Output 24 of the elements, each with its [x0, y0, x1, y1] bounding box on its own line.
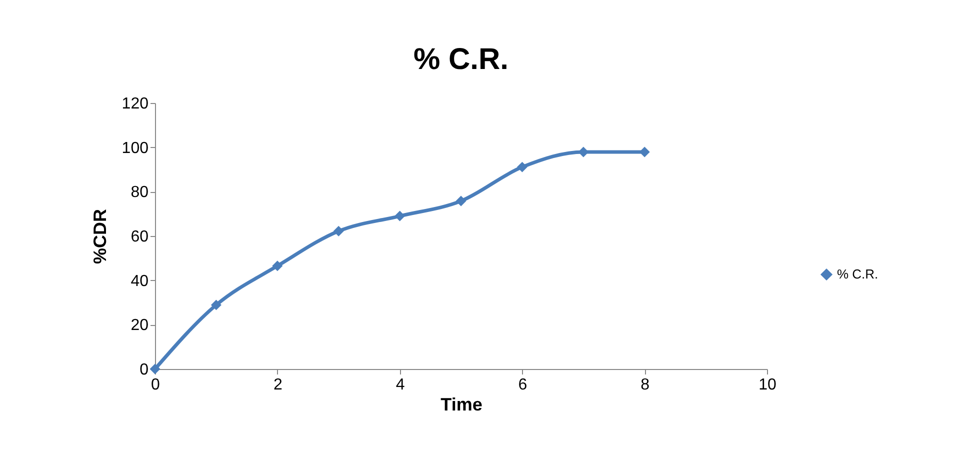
point — [456, 196, 466, 206]
y-tick-label: 40 — [130, 272, 149, 290]
point — [150, 364, 160, 374]
y-tick-label: 120 — [122, 96, 149, 112]
x-tick-label: 2 — [273, 376, 282, 394]
x-tick-label: 4 — [396, 376, 405, 394]
y-tick-label: 80 — [130, 184, 149, 202]
x-axis-title: Time — [440, 394, 482, 414]
y-tick-label: 0 — [140, 362, 149, 378]
point — [210, 300, 222, 310]
point — [272, 260, 283, 272]
x-tick-label: 6 — [518, 376, 528, 394]
x-tick-label: 10 — [758, 376, 776, 394]
y-tick-label: 20 — [130, 317, 149, 334]
x-tick-label: 8 — [640, 376, 650, 394]
x-tick-label: 0 — [151, 376, 160, 394]
point — [333, 226, 344, 236]
legend-label: % C.R. — [837, 266, 878, 282]
chart-title: % C.R. — [413, 43, 509, 76]
y-tick-label: 100 — [122, 140, 149, 157]
y-axis-title: %CDR — [90, 208, 110, 264]
y-tick-label: 60 — [130, 228, 149, 246]
point — [394, 210, 406, 222]
point — [516, 162, 528, 172]
